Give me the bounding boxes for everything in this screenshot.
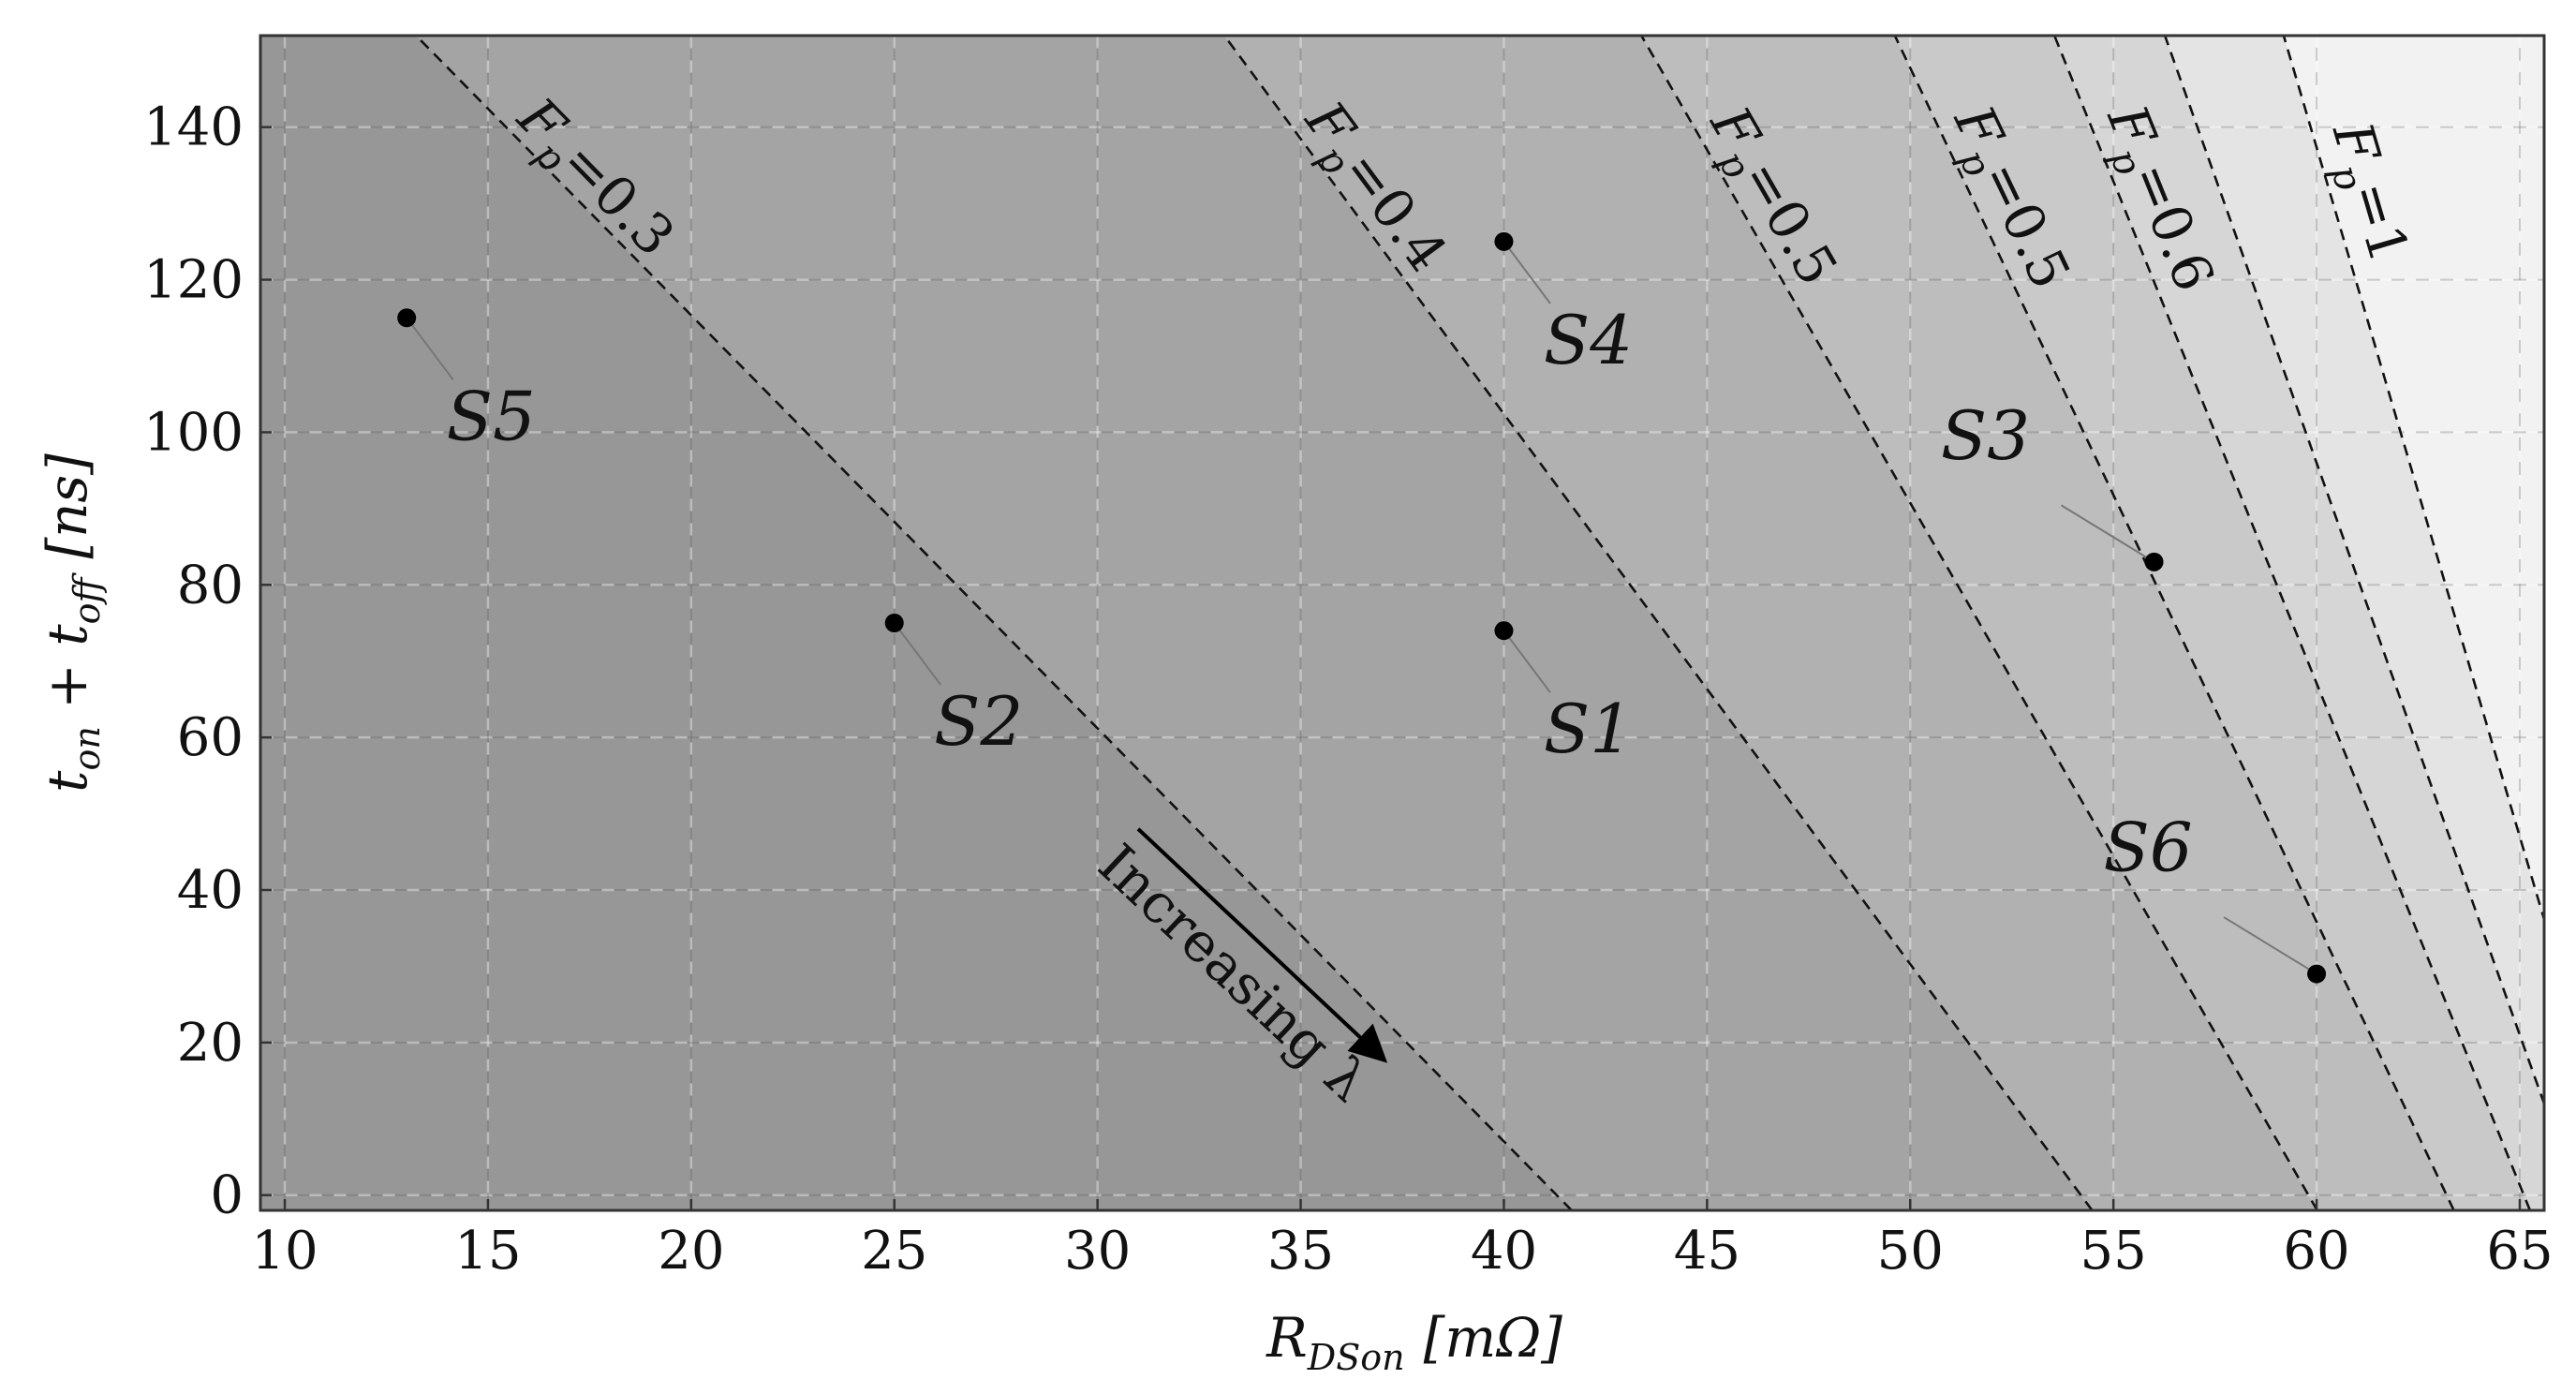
x-tick-label: 65 — [2486, 1221, 2553, 1282]
region-5 — [2054, 36, 2544, 1210]
y-tick-label: 80 — [177, 555, 244, 615]
x-tick-label: 40 — [1471, 1221, 1537, 1282]
y-tick-label: 60 — [177, 707, 244, 768]
x-tick-label: 25 — [861, 1221, 927, 1282]
x-tick-label: 10 — [251, 1221, 318, 1282]
y-tick-label: 100 — [143, 402, 244, 463]
leader-S6 — [2223, 916, 2317, 975]
point-S4 — [1494, 231, 1514, 251]
point-label-S3: S3 — [1941, 396, 2030, 475]
leader-S5 — [406, 317, 454, 380]
gridlines — [260, 36, 2544, 1210]
x-tick-label: 35 — [1267, 1221, 1334, 1282]
y-axis-title-plus: + — [36, 646, 99, 726]
x-tick-label: 50 — [1877, 1221, 1944, 1282]
point-S1 — [1494, 621, 1514, 641]
y-axis-ticks: 0 20 40 60 80 100 120 140 — [143, 97, 272, 1226]
x-axis-title: RDSon [mΩ] — [1266, 1306, 1562, 1378]
contour-line-2 — [1640, 36, 2318, 1210]
increasing-arrow — [1136, 827, 1388, 1063]
contour-line-5 — [2163, 36, 2544, 1107]
y-axis-title: ton + toff[ns] — [36, 453, 108, 793]
region-2 — [1224, 36, 2317, 1210]
region-1 — [416, 36, 2093, 1210]
point-S6 — [2307, 964, 2327, 984]
point-label-S6: S6 — [2104, 808, 2193, 887]
point-leader-lines — [406, 241, 2317, 975]
y-tick-label: 120 — [143, 250, 244, 311]
leader-S2 — [893, 622, 942, 686]
data-points — [397, 231, 2327, 984]
x-axis-ticks: 10 15 20 25 30 35 40 45 50 55 60 65 — [251, 1199, 2554, 1282]
contour-line-3 — [1893, 36, 2455, 1210]
x-axis-title-main: R — [1266, 1306, 1308, 1370]
point-labels: S1 S2 S3 S4 S5 S6 — [447, 301, 2193, 887]
point-label-S4: S4 — [1544, 301, 1633, 379]
contour-line-6 — [2282, 36, 2544, 924]
point-label-S1: S1 — [1544, 690, 1633, 768]
y-tick-label: 20 — [177, 1013, 244, 1074]
y-tick-label: 0 — [210, 1165, 244, 1226]
y-axis-title-t-on: t — [36, 770, 99, 793]
y-axis-title-sub-off: off — [67, 571, 108, 624]
x-tick-label: 45 — [1674, 1221, 1740, 1282]
y-tick-label: 40 — [177, 860, 244, 921]
plot-frame — [259, 34, 2546, 1212]
leader-S1 — [1503, 630, 1551, 693]
point-label-S2: S2 — [934, 682, 1023, 761]
region-4 — [1894, 36, 2530, 1210]
leader-S4 — [1503, 241, 1551, 304]
x-axis-title-sub: DSon — [1307, 1337, 1405, 1378]
leader-S3 — [2061, 504, 2155, 563]
point-S5 — [397, 308, 417, 328]
point-label-S5: S5 — [447, 377, 536, 455]
point-S3 — [2144, 552, 2164, 571]
contour-line-4 — [2052, 36, 2532, 1210]
shaded-regions — [260, 36, 2544, 1210]
y-axis-title-unit: [ns] — [36, 453, 99, 559]
x-tick-label: 15 — [454, 1221, 521, 1282]
contour-line-0 — [415, 36, 1573, 1210]
region-3 — [1641, 36, 2454, 1210]
point-S2 — [884, 614, 904, 632]
y-axis-title-sub-on: on — [67, 726, 108, 770]
x-axis-title-unit: [mΩ] — [1424, 1306, 1563, 1370]
x-tick-label: 60 — [2283, 1221, 2349, 1282]
contour-lines — [415, 36, 2544, 1210]
y-tick-label: 140 — [143, 97, 244, 158]
x-tick-label: 30 — [1064, 1221, 1131, 1282]
y-axis-title-t-off: t — [36, 624, 99, 646]
x-tick-label: 55 — [2080, 1221, 2147, 1282]
x-tick-label: 20 — [658, 1221, 724, 1282]
region-0 — [260, 36, 1572, 1210]
